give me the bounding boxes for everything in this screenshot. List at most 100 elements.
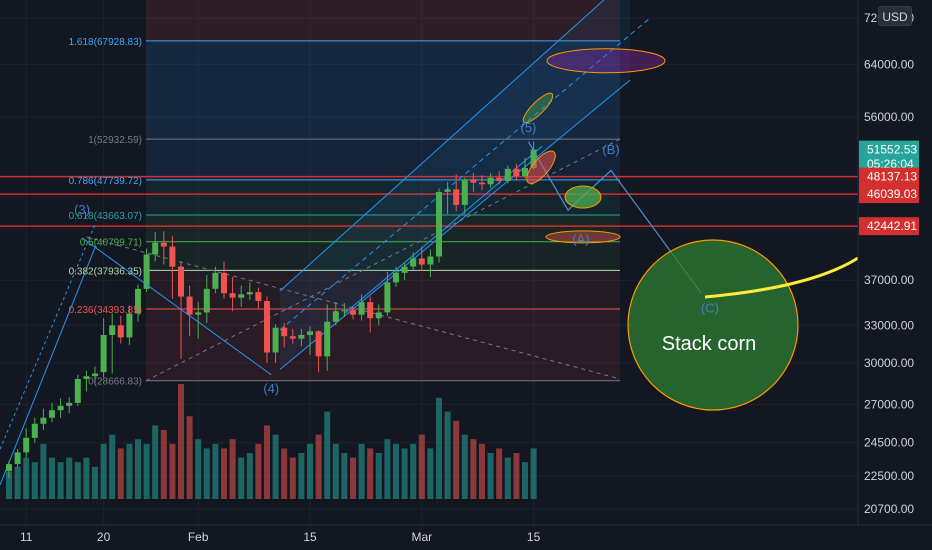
candle-body — [229, 293, 236, 298]
volume-bar — [461, 434, 468, 499]
volume-bar — [350, 457, 356, 499]
volume-bar — [436, 397, 442, 499]
candle-body — [504, 168, 511, 182]
volume-bar — [31, 462, 38, 499]
volume-bar — [393, 443, 399, 499]
volume-bar — [367, 448, 374, 499]
volume-bar — [83, 457, 90, 499]
price-tick-label: 27000.00 — [864, 397, 914, 411]
price-tick-label: 37000.00 — [864, 273, 914, 287]
volume-bar — [143, 443, 150, 499]
price-badge — [859, 217, 919, 236]
volume-bar — [444, 411, 451, 499]
volume-bar — [530, 448, 537, 499]
candle-body — [289, 336, 296, 339]
candle-body — [341, 310, 348, 312]
candle-body — [453, 189, 460, 205]
volume-bar — [14, 466, 21, 499]
volume-bar — [126, 443, 133, 499]
wave-label: (4) — [263, 381, 279, 396]
highlight-ellipse — [546, 48, 666, 74]
price-badge — [859, 167, 919, 186]
time-tick-label: 20 — [97, 530, 111, 544]
volume-bar — [135, 439, 141, 499]
time-tick-label: 11 — [20, 530, 33, 544]
highlight-ellipse — [564, 185, 602, 209]
candle-body — [83, 376, 90, 379]
fib-level-label: 0.618(43663.07) — [69, 211, 142, 222]
time-tick-label: Mar — [411, 530, 432, 544]
candle-body — [470, 179, 477, 183]
candle-body — [281, 327, 288, 337]
candle-body — [436, 191, 442, 257]
candle-body — [74, 378, 81, 403]
volume-bar — [504, 457, 511, 499]
volume-bar — [315, 434, 322, 499]
volume-bar — [246, 453, 253, 499]
volume-bar — [375, 453, 382, 499]
fib-level-label: 1(52932.59) — [88, 135, 142, 146]
candle-body — [461, 179, 468, 205]
candle-body — [66, 402, 73, 406]
candle-body — [444, 189, 451, 192]
candle-body — [109, 325, 116, 335]
candle-body — [530, 149, 537, 168]
annotation-text: Stack corn — [662, 333, 756, 355]
candle-body — [522, 167, 528, 177]
candle-body — [315, 331, 322, 357]
volume-bar — [341, 453, 348, 499]
candle-body — [169, 246, 176, 267]
price-tick-label: 20700.00 — [864, 502, 914, 516]
candle-body — [272, 327, 279, 353]
volume-bar — [418, 434, 425, 499]
volume-bar — [238, 457, 245, 499]
candle-body — [221, 272, 227, 294]
volume-bar — [92, 466, 98, 499]
fib-zone — [146, 0, 620, 41]
candle-body — [100, 334, 107, 373]
currency-button[interactable]: USD — [878, 6, 912, 26]
candle-body — [246, 292, 253, 295]
trend-channel-line — [0, 224, 96, 450]
price-badge-label: 46039.03 — [867, 187, 917, 201]
candle-body — [393, 272, 399, 283]
fib-level-label: 0.236(34393.85) — [69, 305, 142, 316]
volume-bar — [57, 462, 64, 499]
volume-bar — [186, 416, 193, 499]
volume-layer — [6, 384, 537, 499]
candle-body — [135, 288, 141, 314]
volume-bar — [100, 443, 107, 499]
wave-labels: (3) (4) (5) (A) (B) (C) — [74, 120, 719, 396]
trend-channel-line — [0, 247, 96, 486]
candle-body — [212, 272, 219, 289]
volume-bar — [169, 443, 176, 499]
volume-bar — [358, 443, 365, 499]
price-badge — [859, 140, 919, 159]
highlight-ellipse — [545, 230, 621, 244]
candle-body — [264, 300, 270, 353]
volume-bar — [195, 439, 202, 499]
volume-bar — [410, 443, 417, 499]
volume-bar — [66, 457, 73, 499]
price-badge — [859, 185, 919, 204]
price-axis[interactable]: 72000.0064000.0056000.0037000.0033000.00… — [859, 11, 919, 516]
volume-bar — [479, 443, 485, 499]
fib-zone — [146, 309, 620, 381]
volume-bar — [221, 448, 227, 499]
volume-bar — [470, 439, 477, 499]
time-axis[interactable]: 20211120Feb15Mar15 — [0, 530, 541, 544]
volume-bar — [453, 420, 460, 499]
price-badge-label: 42442.91 — [867, 219, 917, 233]
candle-body — [418, 258, 425, 265]
candle-body — [126, 313, 133, 338]
volume-bar — [427, 448, 434, 499]
volume-bar — [298, 453, 305, 499]
fib-level-label: 0.382(37936.35) — [69, 266, 142, 277]
wave-label: (3) — [74, 202, 90, 217]
candle-body — [367, 302, 374, 319]
wave-line — [81, 237, 272, 376]
candle-body — [23, 437, 30, 453]
candle-body — [92, 373, 98, 377]
time-tick-label: 15 — [527, 530, 541, 544]
